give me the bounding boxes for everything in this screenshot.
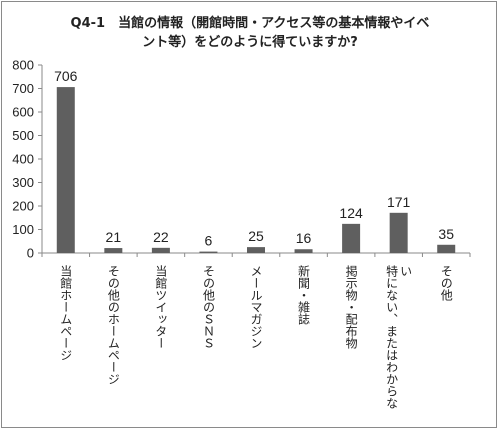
y-tick-label: 100 bbox=[12, 222, 34, 237]
y-tick-label: 300 bbox=[12, 175, 34, 190]
bar bbox=[104, 248, 123, 253]
data-label: 25 bbox=[248, 228, 264, 244]
category-label: い bbox=[399, 265, 413, 277]
y-tick-label: 700 bbox=[12, 81, 34, 96]
y-tick-label: 500 bbox=[12, 128, 34, 143]
y-tick-label: 200 bbox=[12, 199, 34, 214]
category-label: 新聞・雑誌 bbox=[297, 264, 311, 325]
data-label: 124 bbox=[339, 205, 363, 221]
data-label: 35 bbox=[438, 226, 454, 242]
category-label: その他のＳＮＳ bbox=[201, 265, 215, 349]
category-label: その他のホームページ bbox=[106, 265, 120, 385]
bar bbox=[151, 247, 170, 253]
category-label: 当館ツイッター bbox=[154, 265, 168, 349]
chart-title-line-1: Q4-1 当館の情報（開館時間・アクセス等の基本情報やイベ bbox=[70, 16, 430, 31]
data-label: 6 bbox=[205, 233, 213, 249]
category-label: その他 bbox=[439, 265, 453, 301]
bar bbox=[247, 247, 265, 253]
y-tick-label: 800 bbox=[12, 58, 34, 73]
y-tick-label: 400 bbox=[12, 152, 34, 167]
bar bbox=[389, 212, 408, 253]
bar bbox=[56, 87, 75, 253]
data-label: 21 bbox=[106, 229, 122, 245]
category-label: 掲示物・配布物 bbox=[344, 264, 358, 349]
data-label: 171 bbox=[387, 194, 411, 210]
bar bbox=[342, 223, 361, 253]
bar bbox=[437, 244, 456, 253]
bar bbox=[199, 251, 218, 253]
data-label: 706 bbox=[54, 68, 78, 84]
category-label: メールマガジン bbox=[249, 265, 263, 349]
y-tick-label: 0 bbox=[27, 246, 34, 261]
category-label: 当館ホームページ bbox=[59, 265, 73, 361]
category-label: 特にない、またはわからな bbox=[385, 264, 399, 409]
chart-title-line-2: ント等）をどのように得ていますか? bbox=[142, 35, 358, 50]
data-label: 22 bbox=[153, 229, 169, 245]
data-label: 16 bbox=[296, 230, 312, 246]
chart-title: Q4-1 当館の情報（開館時間・アクセス等の基本情報やイベ ント等）をどのように… bbox=[40, 14, 460, 52]
y-tick-label: 600 bbox=[12, 105, 34, 120]
bar bbox=[294, 249, 313, 253]
